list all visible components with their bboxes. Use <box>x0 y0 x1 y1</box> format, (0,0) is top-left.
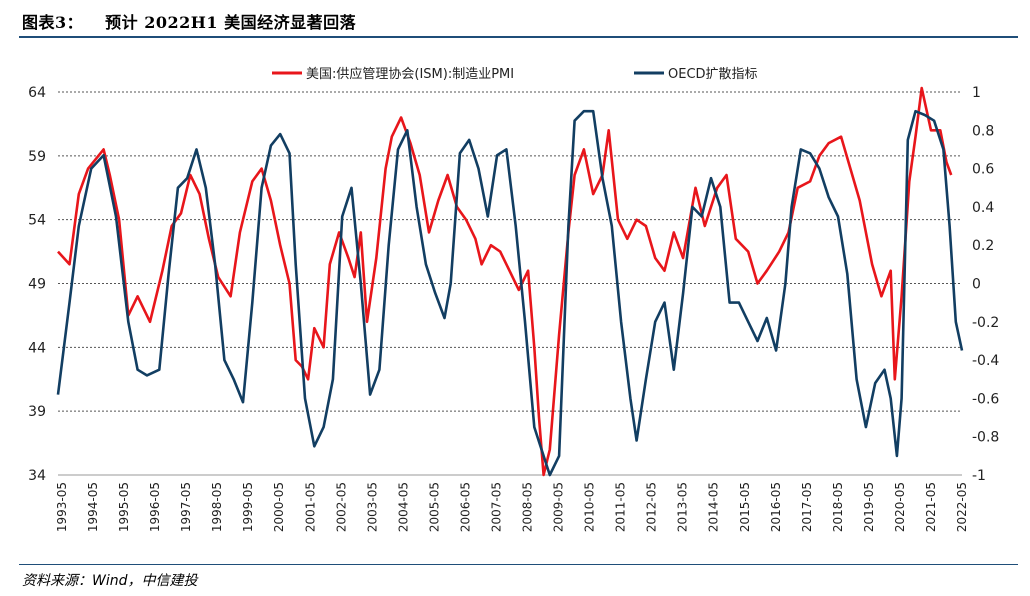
x-tick-label: 1999-05 <box>241 482 255 532</box>
figure-title-text: 预计 2022H1 美国经济显著回落 <box>105 13 357 32</box>
figure-title: 图表3： 预计 2022H1 美国经济显著回落 <box>22 9 356 33</box>
series-line-pmi <box>57 86 953 477</box>
x-tick-label: 2006-05 <box>458 482 472 532</box>
x-tick-label: 1995-05 <box>117 482 131 532</box>
x-tick-label: 2018-05 <box>831 482 845 532</box>
left-tick-label: 64 <box>28 85 46 101</box>
right-tick-label: 0.8 <box>972 123 994 139</box>
x-tick-label: 2020-05 <box>893 482 907 532</box>
left-tick-label: 34 <box>28 468 46 484</box>
right-tick-label: 0.4 <box>972 200 994 216</box>
right-tick-label: -0.4 <box>972 353 999 369</box>
x-tick-label: 1994-05 <box>86 482 100 532</box>
right-tick-label: -1 <box>972 468 986 484</box>
source-note: 资料来源：Wind，中信建投 <box>22 573 198 589</box>
footer-rule <box>19 564 1018 565</box>
x-tick-label: 2007-05 <box>489 482 503 532</box>
x-tick-label: 2001-05 <box>303 482 317 532</box>
x-tick-label: 2019-05 <box>862 482 876 532</box>
x-tick-label: 1993-05 <box>55 482 69 532</box>
x-tick-label: 1997-05 <box>179 482 193 532</box>
left-tick-label: 44 <box>28 340 46 356</box>
right-tick-label: -0.8 <box>972 430 999 446</box>
x-tick-label: 2016-05 <box>769 482 783 532</box>
title-rule <box>19 36 1018 38</box>
legend-label-pmi: 美国:供应管理协会(ISM):制造业PMI <box>306 66 514 82</box>
left-axis: 34 39 44 49 54 59 64 <box>28 85 46 484</box>
right-tick-label: 0.2 <box>972 238 994 254</box>
x-tick-label: 2002-05 <box>334 482 348 532</box>
right-axis: -1 -0.8 -0.6 -0.4 -0.2 0 0.2 0.4 0.6 0.8 1 <box>972 85 999 484</box>
x-axis: 1993-05 1994-05 1995-05 1996-05 1997-05 1998-… <box>55 482 969 532</box>
left-tick-label: 54 <box>28 213 46 229</box>
x-tick-label: 2013-05 <box>676 482 690 532</box>
series <box>56 86 964 477</box>
left-tick-label: 49 <box>28 277 46 293</box>
right-tick-label: 0.6 <box>972 162 994 178</box>
left-tick-label: 59 <box>28 149 46 165</box>
x-tick-label: 1998-05 <box>210 482 224 532</box>
x-tick-label: 2017-05 <box>800 482 814 532</box>
x-tick-label: 2014-05 <box>707 482 721 532</box>
x-tick-label: 2003-05 <box>365 482 379 532</box>
x-tick-label: 2012-05 <box>645 482 659 532</box>
x-tick-label: 2000-05 <box>272 482 286 532</box>
legend-label-oecd: OECD扩散指标 <box>668 67 758 82</box>
chart: 美国:供应管理协会(ISM):制造业PMI OECD扩散指标 34 39 44 49 5… <box>28 66 999 532</box>
x-tick-label: 2008-05 <box>521 482 535 532</box>
right-tick-label: -0.6 <box>972 391 999 407</box>
x-tick-label: 2011-05 <box>614 482 628 532</box>
left-tick-label: 39 <box>28 404 46 420</box>
x-tick-label: 2005-05 <box>427 482 441 532</box>
right-tick-label: -0.2 <box>972 315 999 331</box>
x-tick-label: 2015-05 <box>738 482 752 532</box>
x-tick-label: 2009-05 <box>552 482 566 532</box>
x-tick-label: 1996-05 <box>148 482 162 532</box>
right-tick-label: 0 <box>972 277 981 293</box>
gridlines <box>58 91 962 412</box>
series-line-oecd <box>56 109 964 477</box>
figure-label: 图表3： <box>22 13 84 32</box>
legend: 美国:供应管理协会(ISM):制造业PMI OECD扩散指标 <box>272 66 758 82</box>
x-tick-label: 2021-05 <box>924 482 938 532</box>
right-tick-label: 1 <box>972 85 981 101</box>
x-tick-label: 2004-05 <box>396 482 410 532</box>
x-tick-label: 2022-05 <box>955 482 969 532</box>
x-tick-label: 2010-05 <box>583 482 597 532</box>
